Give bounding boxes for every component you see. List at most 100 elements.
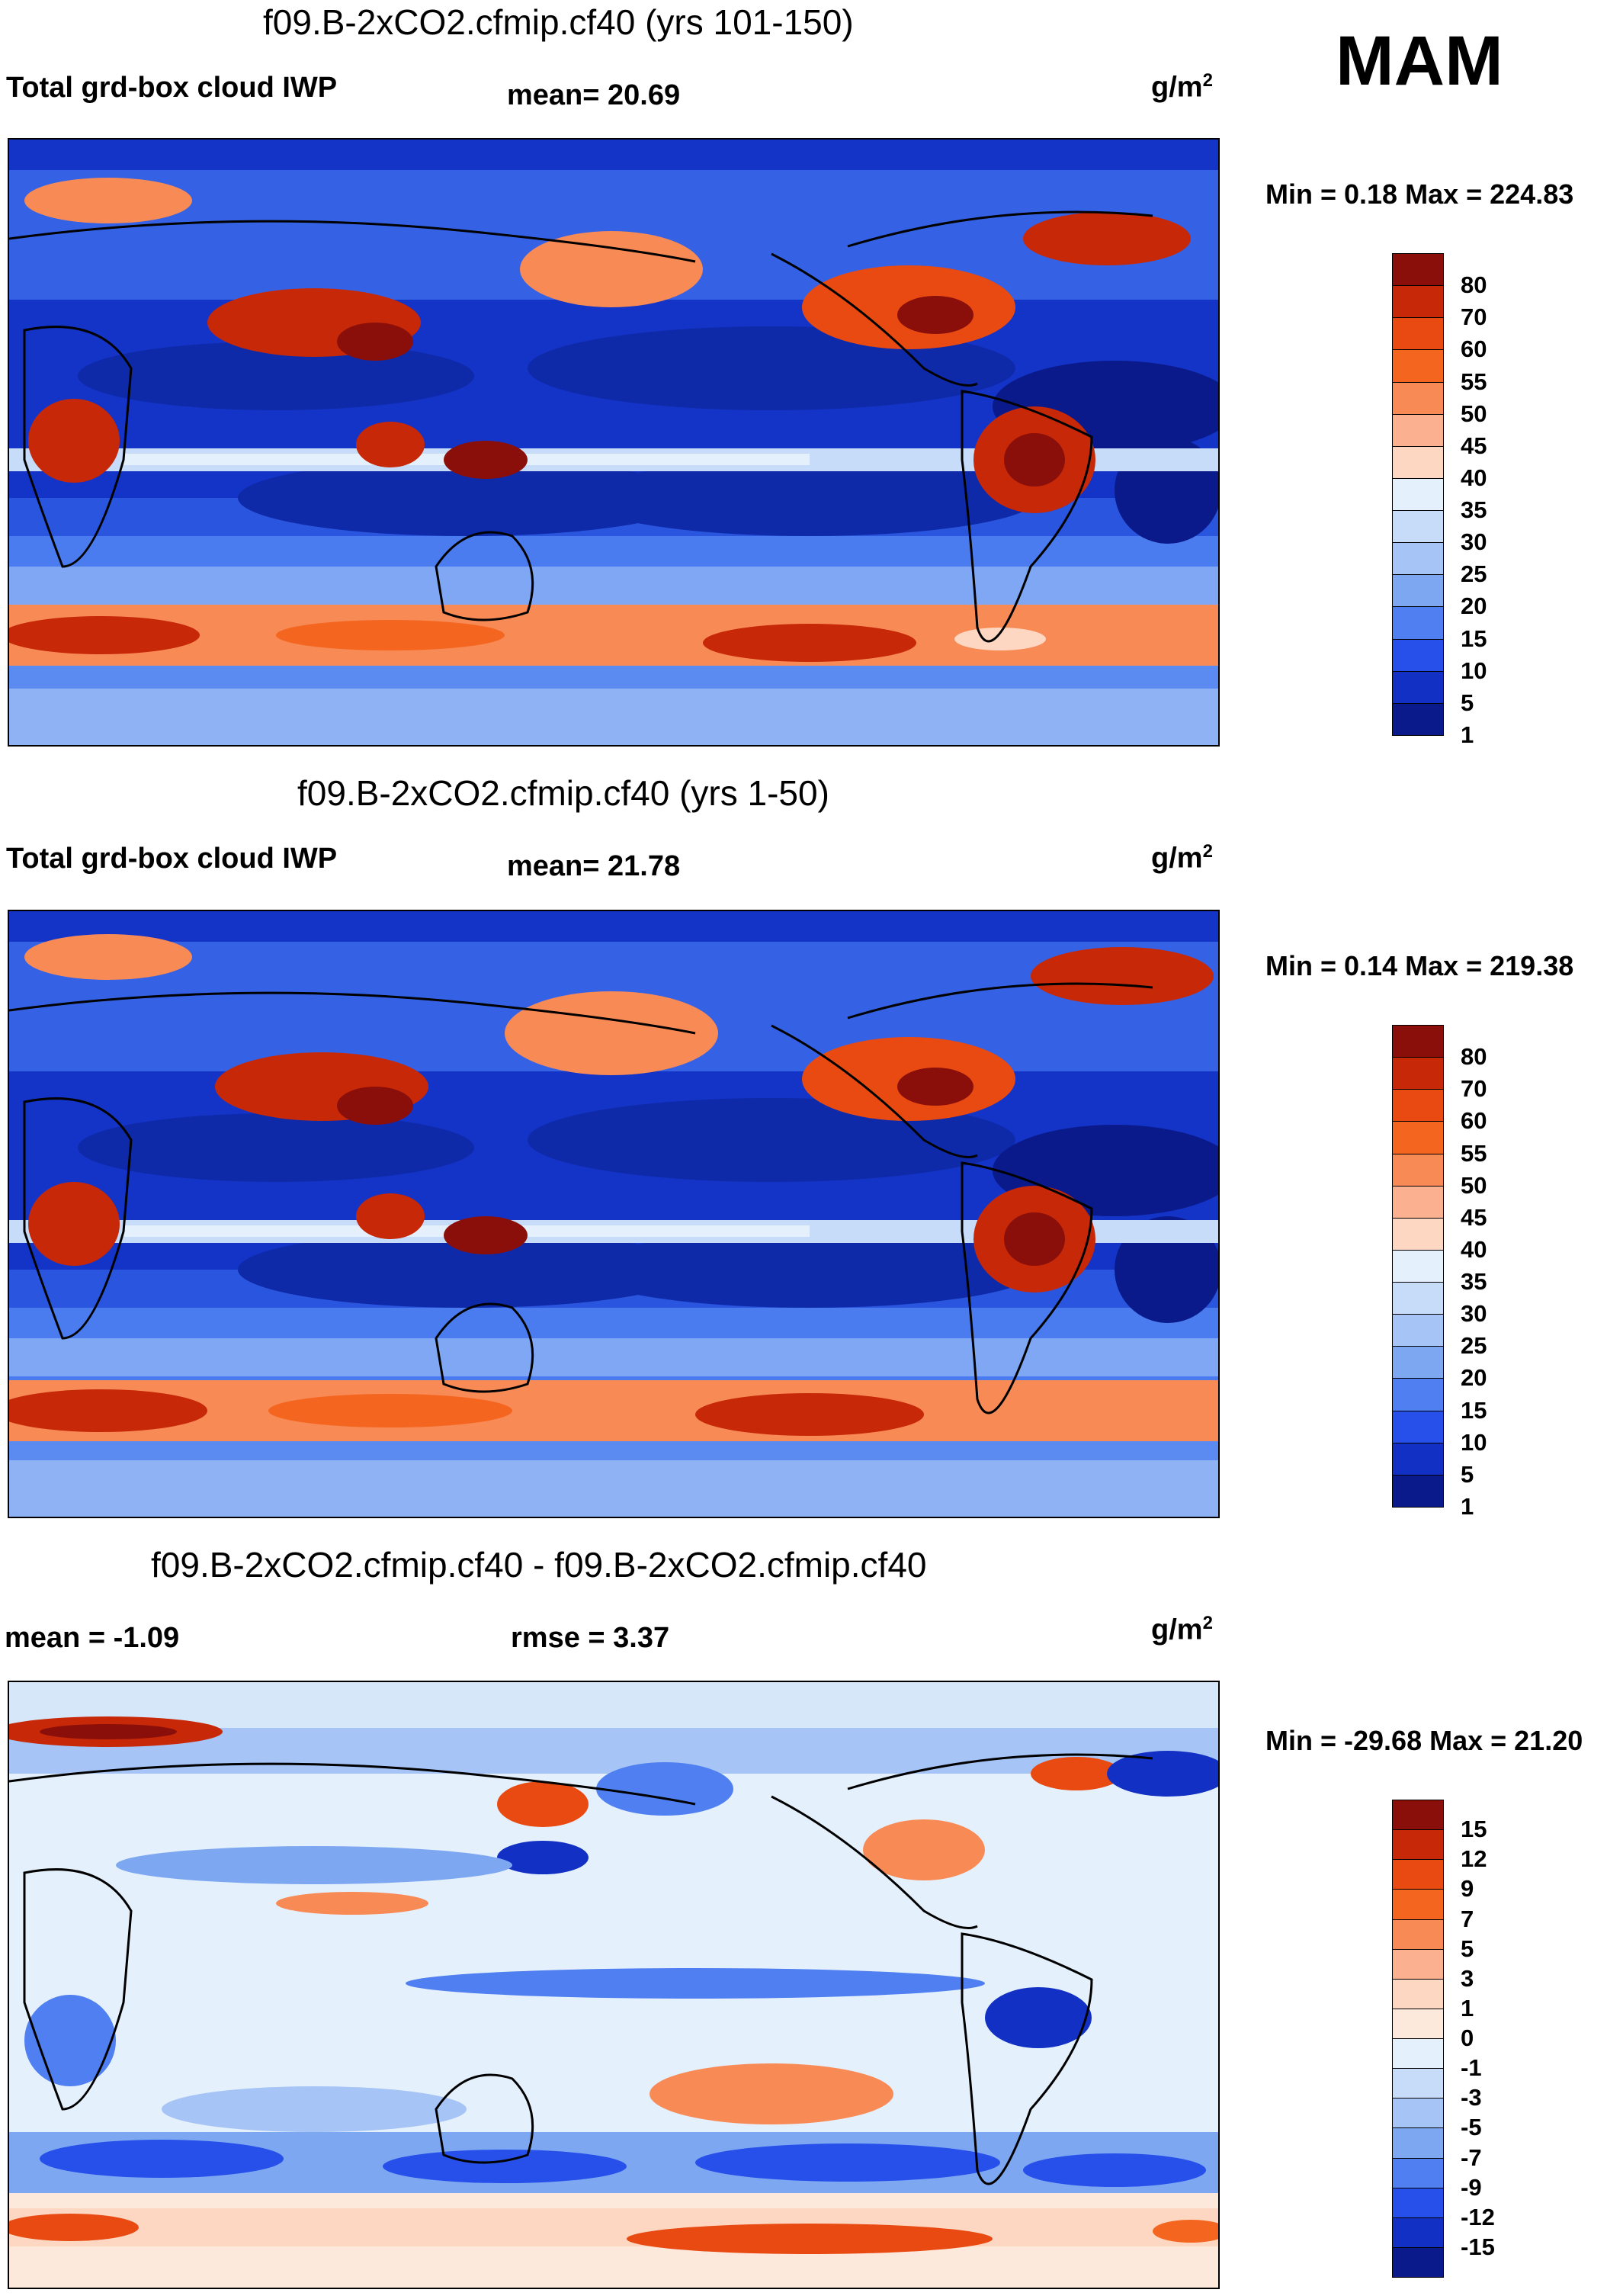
panel-2-units: g/m2 xyxy=(1151,841,1213,875)
colorbar-swatch xyxy=(1392,253,1444,287)
colorbar-tick-label: 30 xyxy=(1461,528,1487,556)
colorbar-swatch xyxy=(1392,1282,1444,1315)
colorbar-tick-label: 80 xyxy=(1461,1043,1487,1071)
colorbar-swatch xyxy=(1392,606,1444,640)
colorbar-swatch xyxy=(1392,2127,1444,2159)
colorbar-swatch xyxy=(1392,702,1444,736)
colorbar-swatch xyxy=(1392,1249,1444,1283)
colorbar-swatch xyxy=(1392,1185,1444,1219)
panel-3-colorbar: 15 12 9 7 5 3 1 0 -1 -3 -5 -7 -9 -12 -15 xyxy=(1392,1800,1495,2278)
colorbar-swatch xyxy=(1392,1378,1444,1411)
colorbar-tick-label: 15 xyxy=(1461,1816,1487,1843)
colorbar-tick-label: 60 xyxy=(1461,1107,1487,1135)
colorbar-tick-label: 40 xyxy=(1461,1235,1487,1263)
colorbar-tick-label: 80 xyxy=(1461,271,1487,299)
panel-3-title: f09.B-2xCO2.cfmip.cf40 - f09.B-2xCO2.cfm… xyxy=(151,1545,927,1585)
colorbar-tick-label: 7 xyxy=(1461,1905,1474,1932)
colorbar-swatch xyxy=(1392,1829,1444,1861)
colorbar-tick-label: 1 xyxy=(1461,1493,1474,1520)
colorbar-swatch xyxy=(1392,445,1444,479)
colorbar-tick-label: 20 xyxy=(1461,1364,1487,1392)
colorbar-tick-label: 10 xyxy=(1461,657,1487,684)
colorbar-tick-label: 5 xyxy=(1461,689,1474,716)
colorbar-tick-label: 70 xyxy=(1461,303,1487,331)
colorbar-tick-label: 20 xyxy=(1461,592,1487,620)
panel-3-minmax: Min = -29.68 Max = 21.20 xyxy=(1265,1725,1583,1756)
colorbar-swatch xyxy=(1392,2157,1444,2188)
colorbar-tick-label: 5 xyxy=(1461,1460,1474,1488)
colorbar-tick-label: 9 xyxy=(1461,1875,1474,1903)
colorbar-swatch xyxy=(1392,381,1444,415)
colorbar-swatch xyxy=(1392,574,1444,608)
panel-1-minmax: Min = 0.18 Max = 224.83 xyxy=(1265,178,1574,210)
colorbar-tick-label: 35 xyxy=(1461,1268,1487,1296)
colorbar-swatch xyxy=(1392,1442,1444,1476)
colorbar-swatch xyxy=(1392,670,1444,704)
panel-1-variable-label: Total grd-box cloud IWP xyxy=(6,72,338,104)
colorbar-tick-label: -9 xyxy=(1461,2173,1482,2201)
colorbar-swatch xyxy=(1392,2098,1444,2129)
colorbar-swatch xyxy=(1392,1057,1444,1090)
colorbar-tick-label: 1 xyxy=(1461,721,1474,748)
colorbar-swatch xyxy=(1392,413,1444,447)
colorbar-tick-label: -5 xyxy=(1461,2114,1482,2141)
colorbar-tick-label: 12 xyxy=(1461,1845,1487,1873)
colorbar-swatch xyxy=(1392,477,1444,512)
season-label: MAM xyxy=(1336,22,1503,100)
panel-3-map xyxy=(8,1681,1220,2289)
colorbar-swatch xyxy=(1392,1800,1444,1831)
colorbar-tick-label: -1 xyxy=(1461,2054,1482,2082)
panel-2-title: f09.B-2xCO2.cfmip.cf40 (yrs 1-50) xyxy=(297,773,829,813)
colorbar-tick-label: 70 xyxy=(1461,1075,1487,1103)
panel-2-colorbar: 80 70 60 55 50 45 40 35 30 25 20 15 10 5 1 xyxy=(1392,1025,1487,1520)
colorbar-swatch xyxy=(1392,2038,1444,2070)
colorbar-swatch xyxy=(1392,317,1444,351)
panel-2-variable-label: Total grd-box cloud IWP xyxy=(6,843,338,875)
colorbar-swatch xyxy=(1392,349,1444,383)
colorbar-swatch xyxy=(1392,1121,1444,1154)
colorbar-swatch xyxy=(1392,2246,1444,2278)
colorbar-tick-label: 25 xyxy=(1461,560,1487,588)
colorbar-tick-label: 10 xyxy=(1461,1428,1487,1456)
panel-1-mean-label: mean= 20.69 xyxy=(507,79,681,111)
panel-1-map xyxy=(8,138,1220,747)
panel-1-colorbar: 80 70 60 55 50 45 40 35 30 25 20 15 10 5 1 xyxy=(1392,253,1487,748)
panel-3-mean-label: mean = -1.09 xyxy=(5,1622,180,1654)
panel-3-rmse-label: rmse = 3.37 xyxy=(511,1622,670,1654)
panel-2-map xyxy=(8,910,1220,1518)
colorbar-tick-label: 50 xyxy=(1461,400,1487,427)
panel-1-units: g/m2 xyxy=(1151,70,1213,104)
colorbar-tick-label: 40 xyxy=(1461,464,1487,491)
colorbar-swatch xyxy=(1392,1889,1444,1920)
colorbar-swatch xyxy=(1392,285,1444,319)
colorbar-swatch xyxy=(1392,510,1444,544)
colorbar-swatch xyxy=(1392,1025,1444,1058)
colorbar-swatch xyxy=(1392,1474,1444,1508)
colorbar-tick-label: 55 xyxy=(1461,1139,1487,1167)
colorbar-tick-label: 45 xyxy=(1461,432,1487,459)
colorbar-tick-label: -15 xyxy=(1461,2233,1495,2260)
colorbar-swatch xyxy=(1392,638,1444,672)
colorbar-swatch xyxy=(1392,1153,1444,1187)
colorbar-tick-label: 35 xyxy=(1461,496,1487,524)
colorbar-tick-label: 15 xyxy=(1461,625,1487,652)
colorbar-tick-label: 30 xyxy=(1461,1300,1487,1328)
colorbar-swatch xyxy=(1392,1919,1444,1950)
colorbar-swatch xyxy=(1392,1978,1444,2009)
colorbar-tick-label: 50 xyxy=(1461,1171,1487,1199)
panel-2-mean-label: mean= 21.78 xyxy=(507,850,681,882)
colorbar-tick-label: -3 xyxy=(1461,2084,1482,2111)
colorbar-swatch xyxy=(1392,2187,1444,2218)
colorbar-tick-label: 45 xyxy=(1461,1203,1487,1231)
colorbar-tick-label: 1 xyxy=(1461,1994,1474,2021)
colorbar-swatch xyxy=(1392,1314,1444,1347)
colorbar-swatch xyxy=(1392,542,1444,576)
colorbar-tick-label: -7 xyxy=(1461,2143,1482,2171)
colorbar-swatch xyxy=(1392,1217,1444,1251)
colorbar-tick-label: 0 xyxy=(1461,2025,1474,2051)
colorbar-tick-label: 5 xyxy=(1461,1935,1474,1962)
colorbar-swatch xyxy=(1392,1346,1444,1379)
panel-3-units: g/m2 xyxy=(1151,1613,1213,1646)
colorbar-swatch xyxy=(1392,2217,1444,2248)
colorbar-tick-label: 60 xyxy=(1461,336,1487,363)
